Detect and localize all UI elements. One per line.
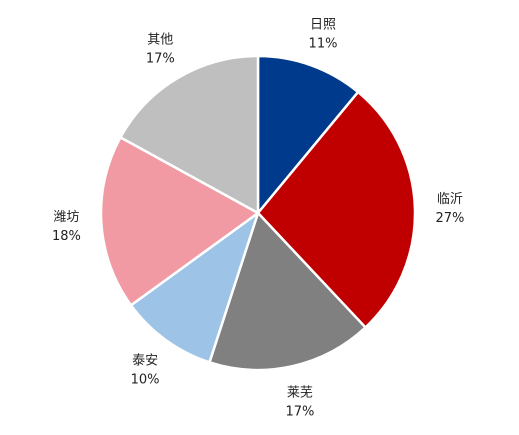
pie-slices (99, 54, 417, 372)
pie-label-value-3: 10% (131, 372, 160, 387)
pie-label-2: 莱芜 17% (285, 385, 314, 419)
pie-label-value-0: 11% (309, 36, 338, 51)
pie-label-3: 泰安 10% (131, 353, 160, 387)
pie-label-value-1: 27% (435, 211, 464, 226)
pie-slice-1 (256, 90, 417, 329)
pie-label-value-4: 18% (52, 229, 81, 244)
pie-label-name-5: 其他 (147, 33, 173, 48)
pie-label-name-2: 莱芜 (287, 385, 313, 400)
pie-labels: 日照 11% 临沂 27% 莱芜 17% 泰安 10% 潍坊 18% 其他 17% (52, 17, 464, 419)
pie-label-5: 其他 17% (146, 33, 175, 67)
pie-label-1: 临沂 27% (435, 192, 464, 226)
pie-label-name-1: 临沂 (437, 192, 463, 207)
pie-label-4: 潍坊 18% (52, 210, 81, 244)
pie-slice-3 (129, 211, 260, 364)
pie-label-name-3: 泰安 (132, 353, 158, 368)
pie-label-name-4: 潍坊 (53, 210, 79, 225)
pie-label-value-5: 17% (146, 52, 175, 67)
pie-label-value-2: 17% (285, 404, 314, 419)
pie-slice-0 (256, 54, 360, 215)
pie-slice-4 (99, 136, 260, 307)
pie-label-0: 日照 11% (309, 17, 338, 51)
pie-slice-2 (208, 211, 367, 372)
pie-slice-5 (119, 54, 260, 215)
pie-label-name-0: 日照 (310, 17, 336, 32)
